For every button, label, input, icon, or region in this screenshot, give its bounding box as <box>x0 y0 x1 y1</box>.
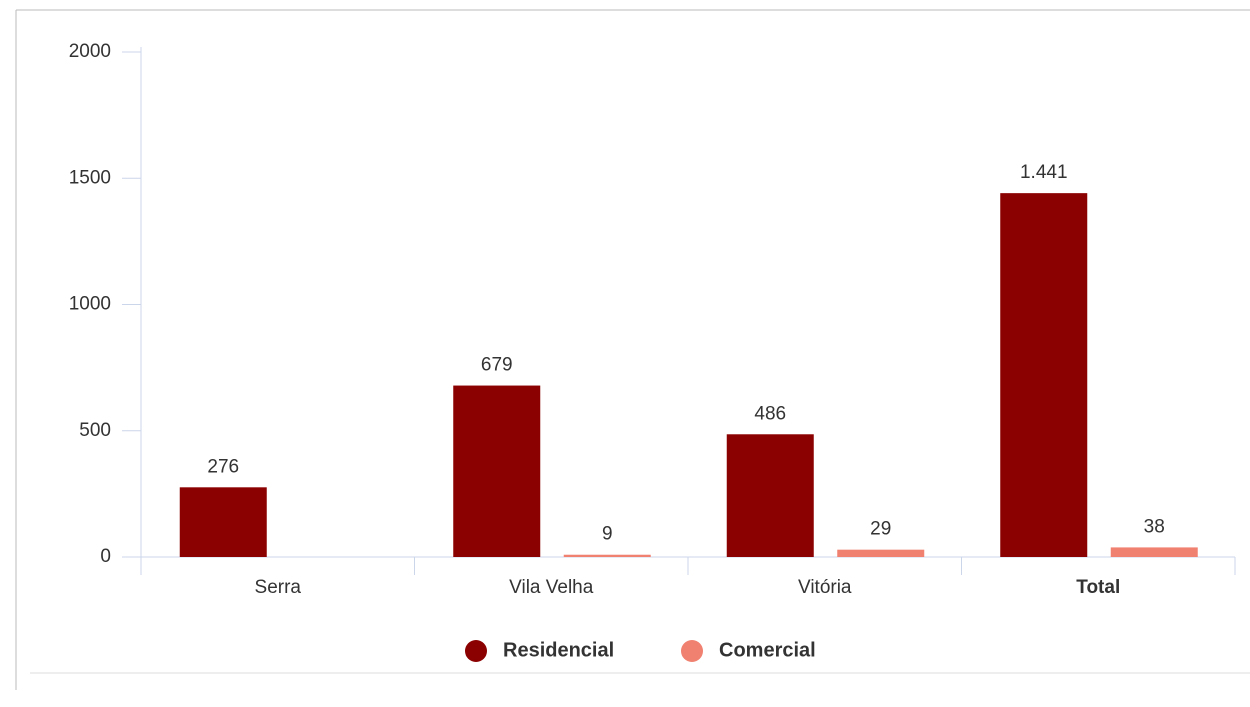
data-label: 1.441 <box>1020 162 1068 183</box>
data-label: 9 <box>602 524 613 545</box>
bar <box>453 385 541 557</box>
bar <box>1110 547 1198 557</box>
legend: Residencial Comercial <box>465 639 816 662</box>
y-tick-label: 2000 <box>69 41 111 62</box>
bar <box>179 487 267 557</box>
bar <box>726 434 814 557</box>
x-tick-label: Vitória <box>798 577 852 598</box>
y-tick-label: 1500 <box>69 167 111 188</box>
x-tick-label: Serra <box>255 577 302 598</box>
x-tick-label: Total <box>1076 577 1120 598</box>
data-label: 679 <box>481 355 513 376</box>
data-label: 29 <box>870 519 891 540</box>
x-tick-label: Vila Velha <box>509 577 594 598</box>
data-label: 38 <box>1144 516 1165 537</box>
y-tick-label: 500 <box>79 420 111 441</box>
bar <box>837 549 925 557</box>
bar <box>1000 193 1088 557</box>
legend-label: Comercial <box>719 639 816 661</box>
legend-marker <box>681 640 703 662</box>
legend-label: Residencial <box>503 639 614 661</box>
data-label: 276 <box>207 456 239 477</box>
y-tick-label: 0 <box>100 546 111 567</box>
bar <box>563 554 651 557</box>
data-label: 486 <box>754 403 786 424</box>
legend-marker <box>465 640 487 662</box>
y-tick-label: 1000 <box>69 294 111 315</box>
